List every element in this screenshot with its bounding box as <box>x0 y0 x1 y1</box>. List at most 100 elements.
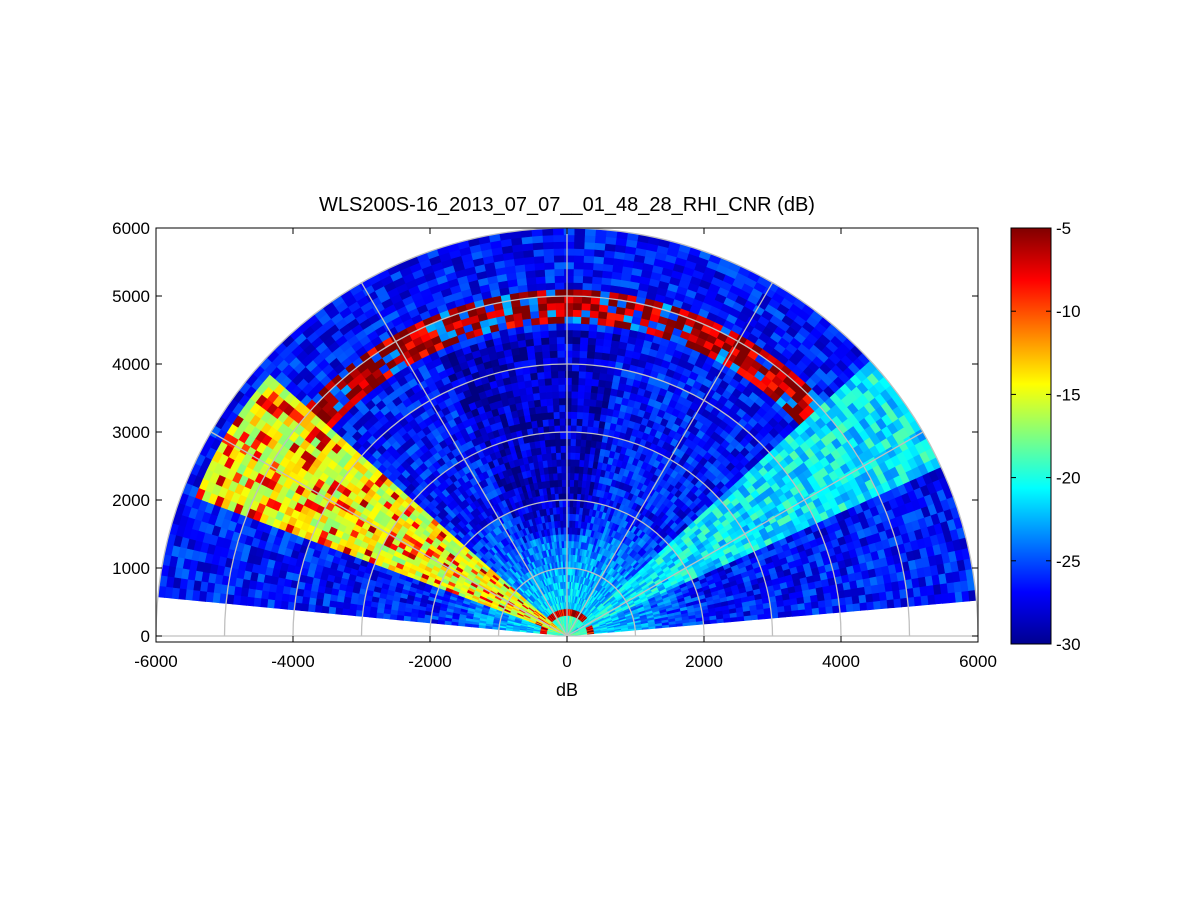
data-cell <box>591 371 600 380</box>
data-cell <box>547 418 555 427</box>
data-cell <box>558 390 566 399</box>
data-cell <box>541 412 549 421</box>
data-cell <box>546 316 557 325</box>
data-cell <box>553 261 565 270</box>
data-cell <box>572 295 583 304</box>
data-cell <box>563 248 575 256</box>
data-cell <box>570 384 579 392</box>
data-cell <box>571 343 581 352</box>
data-cell <box>585 364 594 373</box>
data-cell <box>561 486 567 494</box>
data-cell <box>791 609 800 617</box>
data-cell <box>553 248 565 256</box>
data-cell <box>565 452 571 460</box>
data-cell <box>555 309 565 317</box>
data-cell <box>893 597 902 608</box>
data-cell <box>546 404 554 413</box>
data-cell <box>572 268 584 277</box>
data-cell <box>564 336 573 344</box>
data-cell <box>554 288 565 297</box>
data-cell <box>576 404 584 413</box>
data-cell <box>600 276 612 286</box>
data-cell <box>575 418 583 427</box>
data-cell <box>588 323 598 332</box>
data-cell <box>569 486 574 494</box>
data-cell <box>564 350 573 358</box>
data-cell <box>564 404 572 412</box>
data-cell <box>588 316 599 325</box>
data-cell <box>563 254 575 263</box>
data-cell <box>525 345 535 354</box>
data-cell <box>589 303 600 312</box>
data-cell <box>548 336 558 345</box>
data-cell <box>859 601 868 611</box>
data-cell <box>583 248 595 257</box>
data-cell <box>554 431 561 440</box>
data-cell <box>587 330 597 339</box>
data-cell <box>563 329 573 338</box>
data-cell <box>583 384 592 393</box>
data-cell <box>600 352 610 361</box>
data-cell <box>564 418 572 426</box>
data-cell <box>560 465 566 474</box>
data-cell <box>579 343 588 352</box>
data-cell <box>591 282 602 292</box>
data-cell <box>537 385 546 394</box>
data-cell <box>561 492 567 501</box>
data-cell <box>555 458 562 467</box>
data-cell <box>940 592 950 604</box>
data-cell <box>565 479 571 487</box>
data-cell <box>563 234 575 243</box>
data-cell <box>539 330 549 339</box>
data-cell <box>542 364 552 373</box>
data-cell <box>569 445 576 453</box>
data-cell <box>852 602 861 612</box>
data-cell <box>583 391 591 400</box>
data-cell <box>581 418 589 427</box>
data-cell <box>521 242 534 252</box>
data-cell <box>560 458 566 467</box>
data-cell <box>546 302 556 311</box>
data-cell <box>569 465 575 474</box>
data-cell <box>564 363 573 372</box>
data-cell <box>601 345 611 354</box>
data-cell <box>559 424 566 433</box>
data-cell <box>577 377 586 386</box>
data-cell <box>572 316 582 324</box>
data-cell <box>552 241 564 249</box>
data-cell <box>531 330 542 340</box>
data-cell <box>557 370 566 379</box>
data-cell <box>568 499 574 508</box>
data-cell <box>557 363 566 372</box>
data-cell <box>597 310 608 320</box>
data-cell <box>851 594 861 605</box>
data-cell <box>586 350 595 359</box>
data-cell <box>533 262 545 271</box>
data-cell <box>579 445 586 454</box>
data-cell <box>872 600 882 610</box>
data-cell <box>811 607 820 616</box>
data-cell <box>570 431 577 440</box>
data-cell <box>530 378 539 388</box>
data-cell <box>538 391 547 400</box>
data-cell <box>569 438 577 447</box>
data-cell <box>563 228 575 236</box>
data-cell <box>591 276 603 285</box>
data-cell <box>777 611 786 618</box>
data-cell <box>528 303 539 313</box>
data-cell <box>582 405 590 413</box>
data-cell <box>927 594 936 605</box>
data-cell <box>575 431 582 440</box>
data-cell <box>545 391 553 400</box>
data-cell <box>573 465 580 474</box>
data-cell <box>584 371 593 380</box>
data-cell <box>541 350 551 359</box>
data-cell <box>552 397 560 406</box>
data-cell <box>578 459 585 468</box>
data-cell <box>563 261 574 270</box>
data-cell <box>526 351 536 361</box>
data-cell <box>565 486 570 494</box>
data-cell <box>572 302 582 311</box>
data-cell <box>580 425 588 434</box>
